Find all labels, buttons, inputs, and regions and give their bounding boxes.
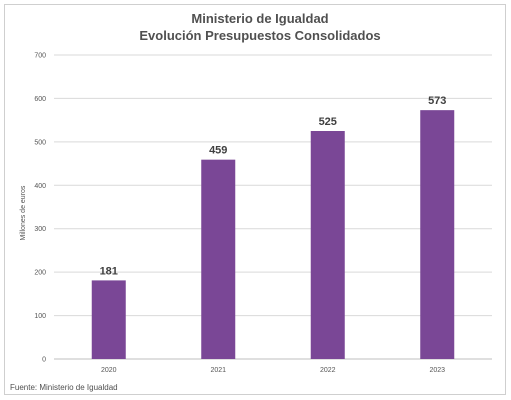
data-label-2021: 459 xyxy=(209,145,227,157)
bar-2023 xyxy=(420,110,455,359)
y-tick-label: 200 xyxy=(34,270,46,277)
y-axis-title: Millones de euros xyxy=(20,185,27,240)
data-label-2020: 181 xyxy=(100,265,118,277)
bar-2020 xyxy=(91,280,126,359)
y-tick-label: 0 xyxy=(42,357,46,364)
y-axis-ticks: 0 100 200 300 400 500 600 700 xyxy=(34,53,46,364)
x-tick-label: 2021 xyxy=(210,367,226,374)
data-label-2022: 525 xyxy=(319,116,337,128)
chart-subtitle: Evolución Presupuestos Consolidados xyxy=(139,28,380,43)
bars xyxy=(91,110,455,359)
y-tick-label: 300 xyxy=(34,226,46,233)
y-tick-label: 700 xyxy=(34,53,46,60)
x-tick-label: 2020 xyxy=(101,367,117,374)
y-tick-label: 400 xyxy=(34,183,46,190)
data-labels: 181 459 525 573 xyxy=(100,95,447,277)
y-tick-label: 600 xyxy=(34,96,46,103)
y-tick-label: 500 xyxy=(34,139,46,146)
bar-2021 xyxy=(201,159,236,359)
x-tick-label: 2022 xyxy=(320,367,336,374)
source-note: Fuente: Ministerio de Igualdad xyxy=(10,383,118,392)
bar-2022 xyxy=(310,131,345,359)
x-tick-label: 2023 xyxy=(429,367,445,374)
data-label-2023: 573 xyxy=(428,95,446,107)
gridlines xyxy=(54,54,492,360)
chart-title: Ministerio de Igualdad xyxy=(191,11,328,26)
y-tick-label: 100 xyxy=(34,313,46,320)
x-axis-ticks: 2020 2021 2022 2023 xyxy=(101,367,445,374)
